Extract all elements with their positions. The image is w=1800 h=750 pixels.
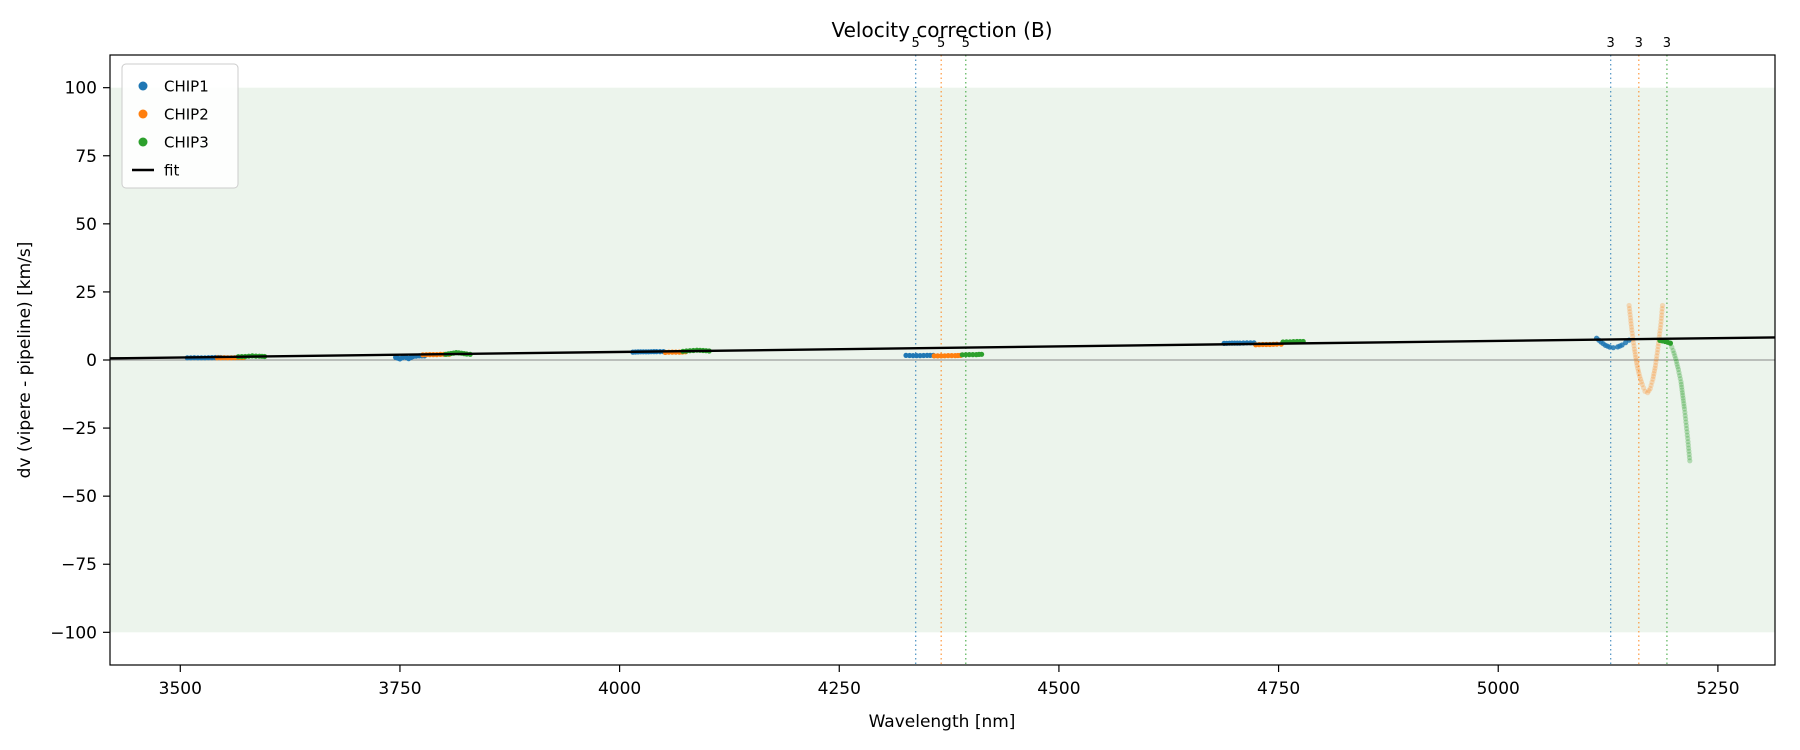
fit-line-layer [109,336,1776,360]
legend-label: CHIP3 [164,134,209,152]
legend-label: CHIP2 [164,106,209,124]
legend: CHIP1 CHIP2 CHIP3 fit [121,63,239,189]
vline-label: 5 [962,36,970,51]
fit-line [109,336,1776,360]
legend-item-chip2: CHIP2 [138,106,209,124]
y-tick-label: −25 [61,419,97,439]
chart-title: Velocity correction (B) [832,18,1053,42]
x-tick-label: 3500 [159,679,202,699]
x-axis-label: Wavelength [nm] [869,712,1016,732]
y-axis-label: dv (vipere - pipeline) [km/s] [15,242,35,479]
vlines-layer: 5 5 5 3 3 3 [912,36,1671,665]
legend-item-chip3: CHIP3 [138,134,209,152]
y-tick-label: 0 [86,351,97,371]
x-tick-label: 3750 [378,679,421,699]
vline-label: 5 [937,36,945,51]
legend-box [121,63,239,189]
y-tick-label: 100 [65,79,97,99]
x-tick-label: 4250 [818,679,861,699]
x-tick-label: 4000 [598,679,641,699]
vline-label: 3 [1607,36,1615,51]
legend-item-fit: fit [132,162,179,180]
x-tick-label: 4500 [1037,679,1080,699]
vline-label: 5 [912,36,920,51]
y-tick-label: −100 [50,623,97,643]
vline-label: 3 [1663,36,1671,51]
x-tick-label: 5000 [1477,679,1520,699]
plot-background-layer [110,87,1775,633]
legend-label: fit [164,162,179,180]
x-tick-label: 4750 [1257,679,1300,699]
legend-label: CHIP1 [164,78,209,96]
y-tick-label: 25 [75,283,97,303]
legend-item-chip1: CHIP1 [138,78,209,96]
x-tick-label: 5250 [1696,679,1739,699]
y-tick-label: −75 [61,555,97,575]
y-tick-label: 75 [75,147,97,167]
vline-label: 3 [1635,36,1643,51]
y-tick-label: −50 [61,487,97,507]
y-tick-label: 50 [75,215,97,235]
axes-layer: 3500 3750 4000 4250 4500 4750 5000 5250 −100 −75 −… [50,54,1776,699]
